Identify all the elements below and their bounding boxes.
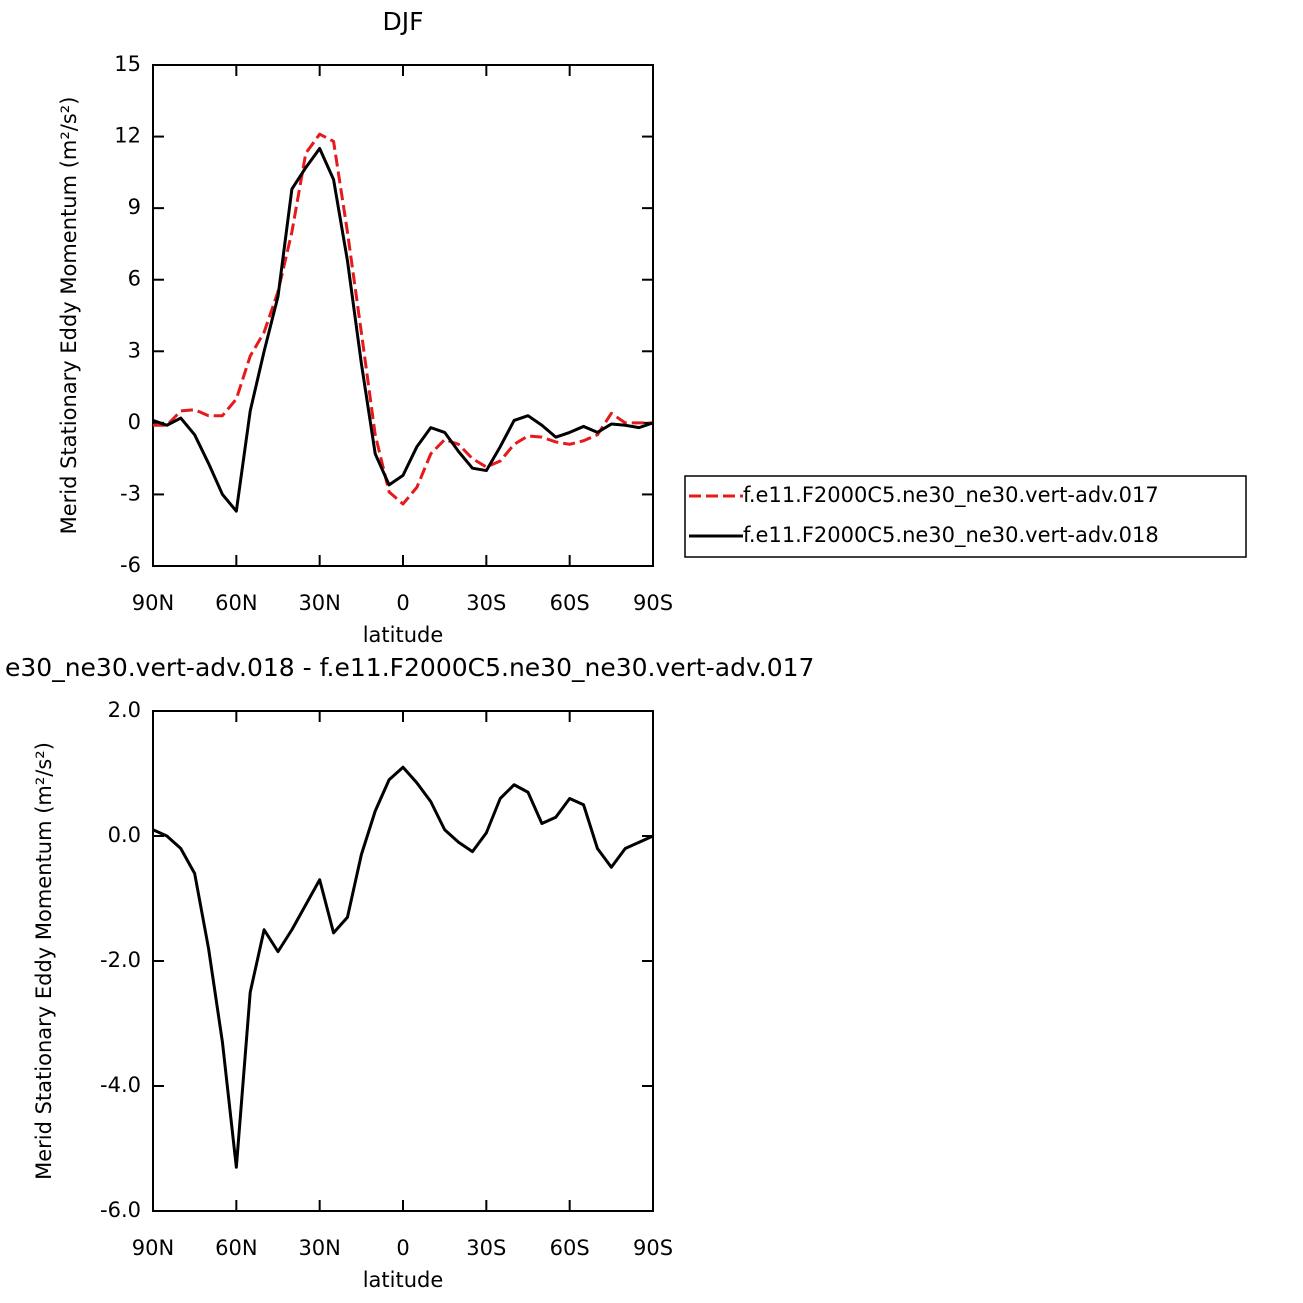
chart-title: e30_ne30.vert-adv.018 - f.e11.F2000C5.ne…: [5, 653, 814, 682]
data-line: [152, 765, 654, 1169]
x-tick-label: 60N: [215, 1236, 257, 1260]
x-tick-label: 60S: [550, 591, 590, 615]
x-tick-label: 90N: [132, 591, 174, 615]
y-tick-label: 9: [128, 195, 141, 219]
x-tick-label: 60S: [550, 1236, 590, 1260]
y-tick-label: 0.0: [108, 823, 141, 847]
legend-box: [684, 475, 1247, 558]
x-tick-label: 90S: [633, 1236, 673, 1260]
y-tick-label: 3: [128, 338, 141, 362]
x-tick-label: 0: [396, 1236, 409, 1260]
x-tick-label: 60N: [215, 591, 257, 615]
y-tick-label: 2.0: [108, 698, 141, 722]
y-tick-label: 12: [114, 124, 141, 148]
y-tick-label: -6.0: [100, 1198, 141, 1222]
y-tick-label: -2.0: [100, 948, 141, 972]
x-tick-label: 30N: [298, 591, 340, 615]
x-tick-label: 30S: [466, 1236, 506, 1260]
x-tick-label: 0: [396, 591, 409, 615]
y-tick-label: 0: [128, 410, 141, 434]
x-tick-label: 90S: [633, 591, 673, 615]
legend-label: f.e11.F2000C5.ne30_ne30.vert-adv.018: [743, 523, 1159, 548]
plot-frame: [152, 710, 654, 1212]
x-tick-label: 30S: [466, 591, 506, 615]
y-axis-label: Merid Stationary Eddy Momentum (m²/s²): [57, 97, 81, 535]
x-tick-label: 90N: [132, 1236, 174, 1260]
chart-title: DJF: [382, 7, 423, 36]
data-line: [152, 147, 654, 513]
y-tick-label: -6: [120, 553, 141, 577]
x-axis-label: latitude: [363, 1268, 444, 1292]
plot-frame: [152, 64, 654, 567]
data-line: [153, 132, 653, 506]
legend-label: f.e11.F2000C5.ne30_ne30.vert-adv.017: [743, 483, 1159, 508]
x-tick-label: 30N: [298, 1236, 340, 1260]
y-tick-label: 15: [114, 52, 141, 76]
y-tick-label: 6: [128, 267, 141, 291]
y-axis-label: Merid Stationary Eddy Momentum (m²/s²): [32, 742, 56, 1180]
y-tick-label: -3: [120, 481, 141, 505]
y-tick-label: -4.0: [100, 1073, 141, 1097]
x-axis-label: latitude: [363, 623, 444, 647]
